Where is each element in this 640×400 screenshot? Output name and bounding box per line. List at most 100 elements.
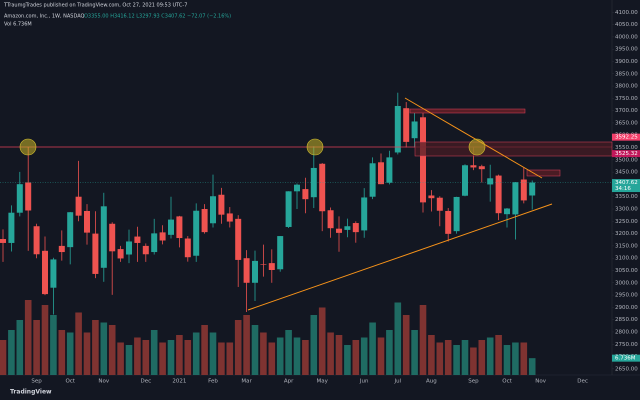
candle-body (352, 223, 359, 233)
y-tick-label: 3800.00 (615, 84, 638, 90)
candle-body (285, 191, 292, 227)
symbol: Amazon.com, Inc., 1W, NASDAQ (4, 14, 85, 20)
volume-bar (167, 340, 175, 375)
candle-body (109, 223, 116, 252)
candle-body (378, 162, 384, 185)
candle-body (520, 179, 527, 201)
volume-marker (612, 354, 640, 362)
volume-bar (293, 337, 301, 375)
volume-bar (234, 320, 242, 375)
candle-body (386, 157, 393, 183)
volume-bar (386, 330, 393, 375)
volume-bar (520, 342, 528, 375)
candle-body (260, 264, 267, 265)
volume-bar (411, 330, 418, 375)
candle-body (176, 216, 183, 239)
volume-bar (243, 315, 250, 375)
volume-bar (8, 330, 15, 375)
price-marker (612, 133, 640, 141)
candle-body (302, 189, 309, 200)
y-tick-label: 3450.00 (615, 170, 638, 176)
volume-pane (0, 300, 536, 375)
volume-bar (268, 342, 276, 375)
volume-bar (226, 342, 234, 375)
y-tick-label: 2650.00 (615, 366, 638, 372)
volume-bar (24, 300, 32, 375)
volume-bar (66, 332, 74, 375)
candle-body (218, 194, 225, 215)
candle-body (470, 165, 477, 168)
volume-bar (369, 322, 376, 375)
volume-bar (335, 335, 343, 375)
volume-bar (377, 337, 385, 375)
volume-bar (478, 340, 486, 375)
volume-bar (310, 315, 318, 375)
y-tick-label: 3900.00 (615, 59, 638, 65)
candle-body (25, 182, 32, 211)
volume-bar (503, 345, 511, 375)
candle-body (117, 249, 124, 259)
volume-bar (512, 342, 519, 375)
y-tick-label: 3000.00 (615, 280, 638, 286)
y-tick-label: 3050.00 (615, 268, 638, 274)
candle-body (420, 117, 426, 203)
candle-body (428, 195, 435, 199)
candle-body (235, 218, 242, 260)
y-tick-label: 3350.00 (615, 194, 638, 200)
volume-bar (117, 342, 124, 375)
y-tick-label: 4100.00 (615, 10, 638, 16)
candle-body (310, 167, 317, 198)
y-tick-label: 4050.00 (615, 22, 638, 28)
volume-bar (218, 342, 225, 375)
volume-bar (209, 332, 217, 375)
candle-body (226, 213, 233, 222)
candle-body (327, 210, 334, 229)
volume-bar (176, 335, 183, 375)
candle-body (16, 184, 23, 213)
volume-bar (495, 335, 502, 375)
volume-bar (0, 340, 7, 375)
candle-body (67, 212, 74, 248)
candle-body (394, 105, 401, 153)
publisher: TTraumgTrades published on TradingView.c… (3, 3, 187, 9)
candle-body (453, 196, 460, 232)
candle-body (294, 184, 300, 192)
price-marker-label: 3592.25 (615, 135, 638, 141)
x-tick-label: Nov (98, 379, 109, 385)
candle-body (100, 206, 107, 268)
candle-body (369, 163, 376, 197)
ohlc: O3355.00 H3416.12 L3297.93 C3407.62 −72.… (84, 14, 231, 20)
volume-bar (58, 330, 66, 375)
last-price-marker (612, 179, 640, 193)
candle-body (193, 210, 200, 256)
candle-body (361, 197, 368, 231)
volume-bar (150, 330, 158, 375)
volume-bar (428, 335, 435, 375)
y-tick-label: 2750.00 (615, 342, 638, 348)
volume-bar (125, 345, 133, 375)
volume-bar (92, 320, 99, 375)
y-tick-label: 2800.00 (615, 329, 638, 335)
candle-body (478, 166, 485, 170)
volume-bar (184, 340, 192, 375)
y-tick-label: 2950.00 (615, 293, 638, 299)
x-tick-label: Jul (393, 379, 401, 385)
candle-body (151, 233, 158, 253)
candle-body (8, 212, 15, 243)
volume-bar (402, 315, 410, 375)
volume-bar (352, 340, 360, 375)
candle-body (344, 226, 351, 230)
y-tick-label: 3650.00 (615, 120, 638, 126)
volume-bar (142, 340, 150, 375)
candle-body (184, 238, 191, 258)
candle-body (159, 232, 166, 241)
price-marker (612, 150, 640, 158)
x-tick-label: Sep (31, 379, 42, 385)
volume-bar (41, 305, 49, 375)
y-tick-label: 3100.00 (615, 256, 638, 262)
volume-bar (260, 332, 267, 375)
volume-bar (83, 332, 91, 375)
candle-body (319, 163, 326, 212)
x-tick-label: Oct (502, 379, 512, 385)
